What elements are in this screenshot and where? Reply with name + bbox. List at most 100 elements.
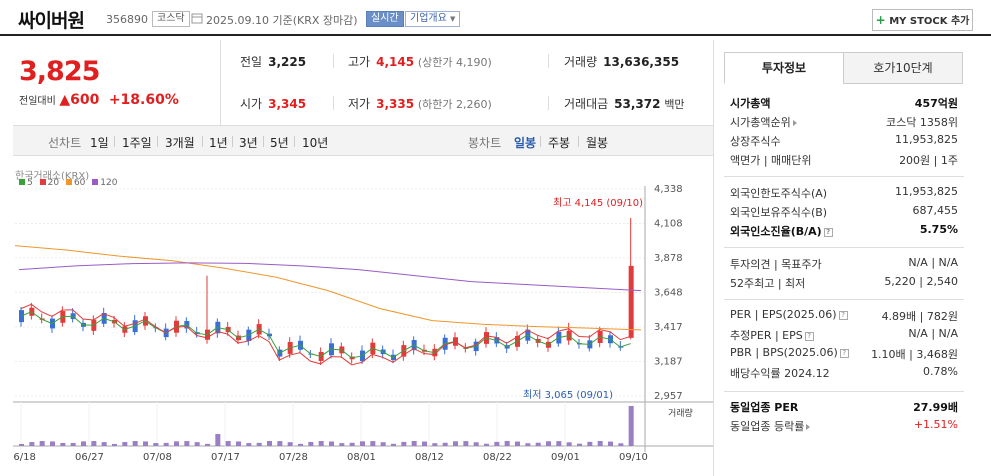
volume-bar — [360, 441, 365, 446]
stat-value: 53,372 — [614, 97, 661, 111]
calendar-icon — [191, 13, 203, 24]
volume-bar — [277, 441, 283, 446]
add-my-stock-button[interactable]: + MY STOCK 추가 — [872, 9, 973, 31]
divider — [232, 136, 233, 147]
info-label[interactable]: 시가총액순위 — [730, 114, 799, 130]
volume-bar — [225, 441, 231, 446]
legend-swatch — [92, 179, 99, 185]
info-row: PBR | BPS(2025.06)? 1.10배 | 3,468원 — [730, 346, 958, 364]
divider — [724, 299, 964, 300]
info-label: PER | EPS(2025.06)? — [730, 308, 848, 321]
stat-value: 3,225 — [268, 55, 307, 69]
volume-bar — [112, 443, 117, 446]
volume-bar — [60, 442, 66, 446]
stat-amount: 거래대금 53,372 백만 — [564, 95, 685, 112]
price-chart[interactable]: 4,338 4,108 3,878 3,648 3,417 3,187 2,957 06/18… — [13, 156, 713, 476]
volume-bar — [587, 441, 593, 446]
tab-order-book[interactable]: 호가10단계 — [843, 52, 963, 84]
divider — [114, 136, 115, 147]
tab-investment-info[interactable]: 투자정보 — [724, 52, 844, 84]
volume-bar — [91, 441, 97, 446]
add-my-stock-label: MY STOCK 추가 — [889, 16, 970, 27]
candle-chart-label: 봉차트 — [468, 136, 502, 150]
info-value: 0.78% — [923, 365, 958, 378]
period-3m[interactable]: 3개월 — [165, 136, 195, 150]
x-tick-label: 09/10 — [619, 452, 648, 463]
help-icon[interactable]: ? — [839, 348, 849, 358]
volume-bar — [577, 443, 582, 446]
arrow-right-icon — [792, 120, 797, 126]
info-row: 투자의견 | 목표주가 N/A | N/A — [730, 256, 958, 274]
x-tick-label: 06/27 — [75, 452, 104, 463]
volume-bar — [308, 441, 314, 446]
info-label: 시가총액 — [730, 97, 771, 110]
volume-bar — [256, 442, 262, 446]
info-value: 4.89배 | 782원 — [881, 310, 958, 323]
volume-bar — [287, 442, 293, 446]
legend-swatch — [39, 179, 46, 185]
volume-bar — [494, 441, 500, 446]
info-label: 추정PER | EPS? — [730, 327, 814, 343]
divider — [540, 136, 541, 147]
info-label: PBR | BPS(2025.06)? — [730, 346, 849, 359]
info-row: 외국인한도주식수(A) 11,953,825 — [730, 185, 958, 203]
x-tick-label: 06/18 — [13, 452, 36, 463]
realtime-button[interactable]: 실시간 — [366, 11, 404, 27]
divider — [724, 391, 964, 392]
period-10y[interactable]: 10년 — [302, 136, 329, 150]
volume-bar — [432, 443, 438, 446]
info-row: 배당수익률 2024.12 0.78% — [730, 365, 958, 383]
price-change: 전일대비 ▲600 +18.60% — [19, 92, 179, 108]
period-3y[interactable]: 3년 — [239, 136, 258, 150]
volume-bar — [453, 441, 458, 446]
volume-bar — [349, 442, 355, 446]
info-row: 시가총액 457억원 — [730, 95, 958, 113]
divider — [578, 136, 579, 147]
volume-bar — [525, 443, 531, 446]
volume-bar — [628, 406, 634, 446]
period-5y[interactable]: 5년 — [270, 136, 289, 150]
candlestick-chart[interactable]: 4,338 4,108 3,878 3,648 3,417 3,187 2,957 06/18… — [13, 156, 713, 476]
stat-high: 고가 4,145 (상한가 4,190) — [348, 53, 492, 70]
volume-bar — [391, 443, 396, 446]
info-row: 추정PER | EPS? N/A | N/A — [730, 327, 958, 345]
help-icon[interactable]: ? — [823, 227, 833, 237]
info-label[interactable]: 동일업종 등락률 — [730, 418, 812, 434]
period-1y[interactable]: 1년 — [209, 136, 228, 150]
line-chart-label: 선차트 — [48, 136, 82, 150]
volume-bar — [29, 442, 35, 446]
info-label: 외국인한도주식수(A) — [730, 187, 828, 200]
period-1d[interactable]: 1일 — [90, 136, 109, 150]
candle-weekly[interactable]: 주봉 — [548, 136, 571, 150]
stat-label: 시가 — [240, 97, 263, 111]
legend-label: 20 — [47, 178, 60, 188]
info-label-text: PBR | BPS(2025.06) — [730, 346, 838, 359]
volume-label: 거래량 — [668, 407, 693, 419]
info-label: 동일업종 PER — [730, 401, 799, 414]
divider — [333, 54, 334, 68]
legend-swatch — [65, 179, 72, 185]
high-annotation: 최고 4,145 (09/10) — [553, 197, 643, 209]
info-value: 687,455 — [912, 204, 959, 217]
company-overview-label: 기업개요 — [410, 13, 447, 24]
help-icon[interactable]: ? — [804, 331, 814, 341]
x-tick-label: 08/01 — [347, 452, 376, 463]
lower-limit: (하한가 2,260) — [417, 98, 492, 111]
volume-bar — [246, 443, 252, 446]
stat-volume: 거래량 13,636,355 — [564, 53, 679, 70]
info-value: 27.99배 — [913, 401, 958, 414]
change-percent: +18.60% — [108, 92, 179, 108]
candle-daily[interactable]: 일봉 — [514, 136, 537, 150]
volume-bar — [473, 442, 479, 446]
info-row: 외국인소진율(B/A)? 5.75% — [730, 223, 958, 241]
ma5-line — [20, 311, 631, 359]
volume-bar — [318, 441, 324, 446]
x-tick-label: 07/17 — [211, 452, 240, 463]
company-overview-button[interactable]: 기업개요 ▼ — [405, 11, 461, 27]
period-1w[interactable]: 1주일 — [122, 136, 152, 150]
info-label-text: 시가총액순위 — [730, 116, 791, 129]
candle-monthly[interactable]: 월봉 — [586, 136, 609, 150]
info-value: 1.10배 | 3,468원 — [871, 348, 958, 361]
volume-bar — [50, 441, 55, 446]
help-icon[interactable]: ? — [838, 310, 848, 320]
